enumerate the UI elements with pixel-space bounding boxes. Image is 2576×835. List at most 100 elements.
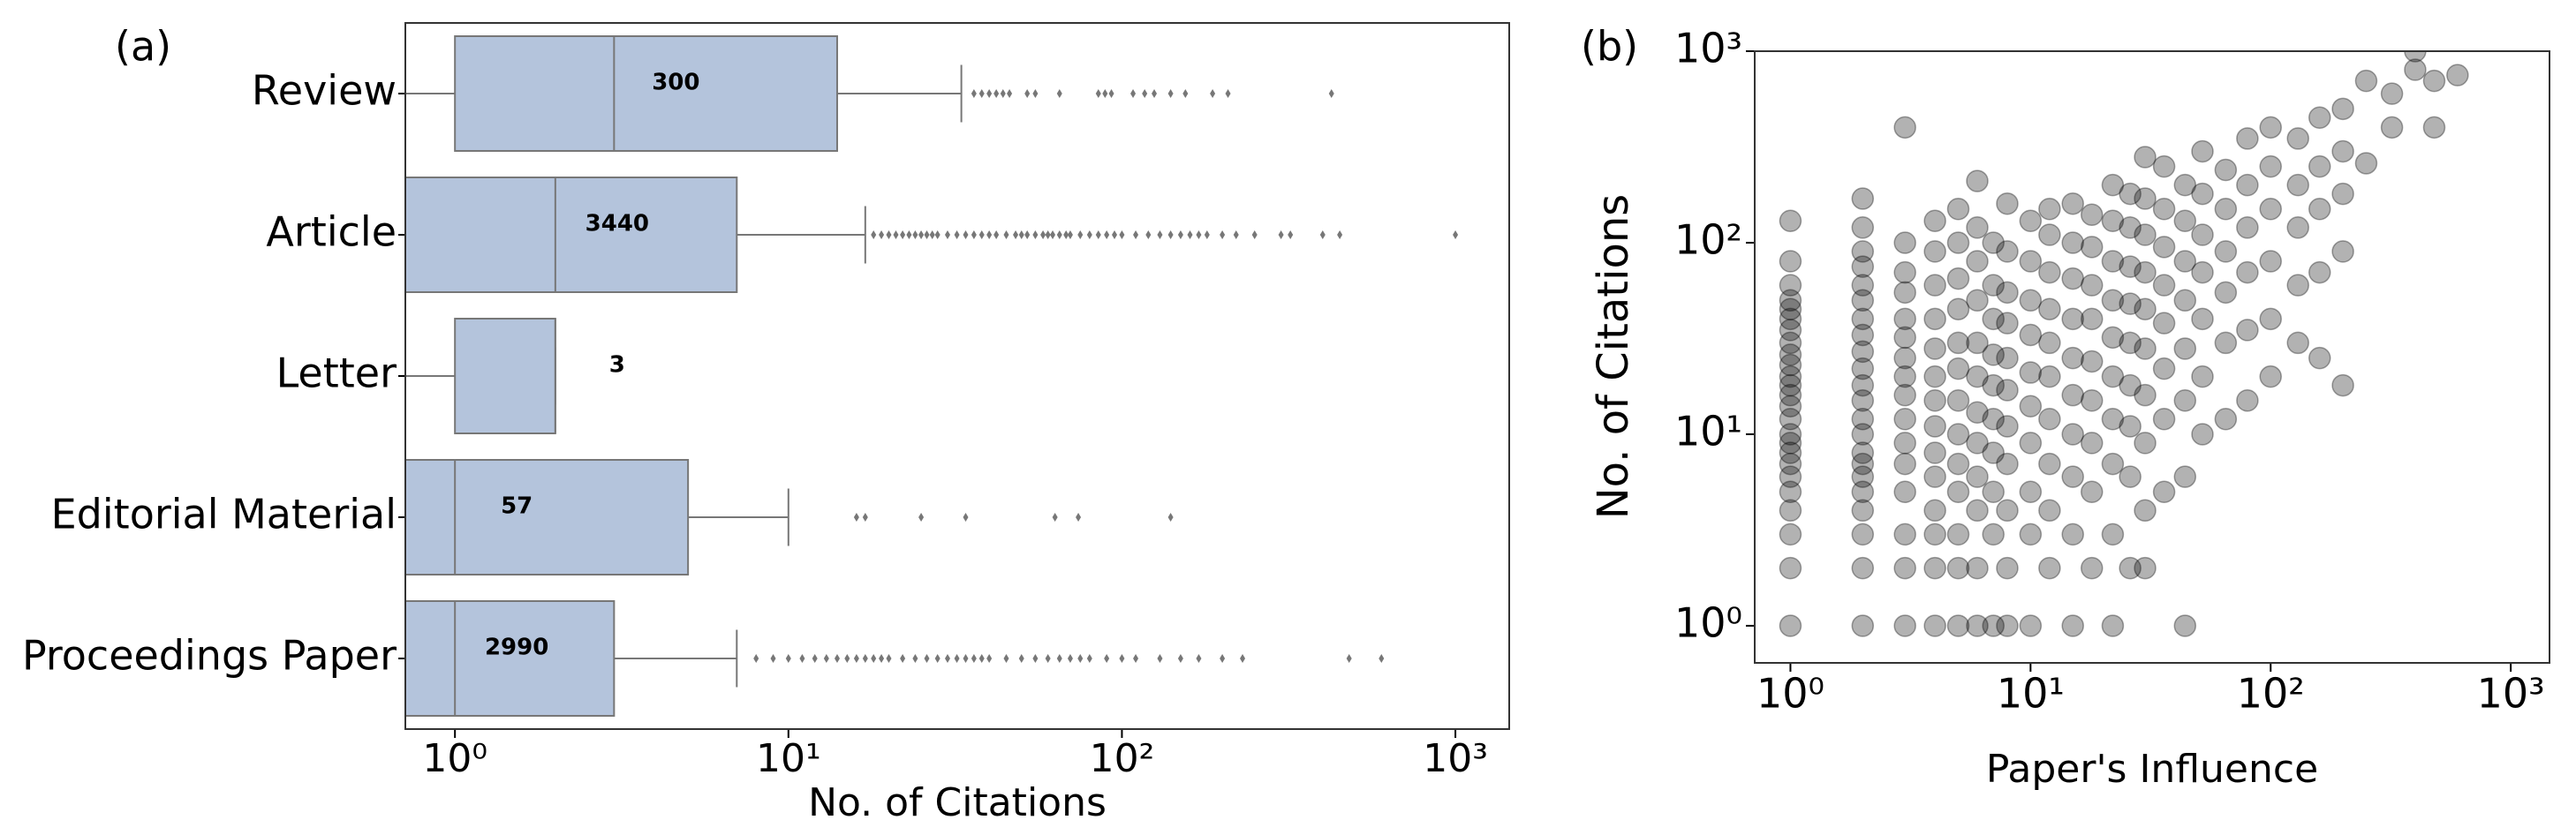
point	[2134, 187, 2157, 210]
outlier	[1453, 230, 1459, 239]
point	[2308, 198, 2331, 221]
point	[2019, 209, 2043, 233]
point	[1779, 319, 1802, 342]
axes-frame	[404, 22, 1510, 730]
point	[2331, 182, 2354, 206]
point	[2286, 274, 2309, 297]
outlier	[934, 654, 941, 663]
point	[1923, 240, 1946, 263]
point	[2019, 614, 2043, 637]
y-tick-label: Editorial Material	[51, 491, 397, 538]
point	[2101, 250, 2125, 273]
outlier	[963, 654, 969, 663]
outlier	[1319, 230, 1326, 239]
outlier	[886, 230, 892, 239]
point	[1966, 216, 1989, 239]
point	[1946, 452, 1970, 476]
point	[2236, 127, 2259, 150]
outlier	[912, 654, 918, 663]
outlier	[1045, 230, 1051, 239]
point	[2134, 337, 2157, 360]
outlier	[853, 654, 859, 663]
outlier	[871, 230, 877, 239]
point	[1966, 432, 1989, 455]
outlier	[971, 230, 977, 239]
point	[1779, 499, 1802, 523]
point	[1966, 614, 1989, 637]
point	[2119, 465, 2142, 488]
point	[2308, 154, 2331, 178]
point	[2080, 389, 2104, 412]
outlier	[1142, 89, 1148, 98]
outlier	[1056, 230, 1062, 239]
point	[2019, 480, 2043, 504]
point	[1779, 365, 1802, 388]
point	[1996, 281, 2019, 305]
point	[1966, 556, 1989, 580]
point	[2038, 223, 2061, 246]
outlier	[1007, 89, 1013, 98]
point	[2038, 452, 2061, 476]
outlier	[1220, 654, 1226, 663]
outlier	[1086, 654, 1092, 663]
outlier	[971, 89, 977, 98]
outlier	[1108, 89, 1114, 98]
point	[1779, 274, 1802, 297]
point	[1996, 192, 2019, 215]
outlier	[844, 654, 850, 663]
point	[2019, 250, 2043, 273]
outlier	[929, 230, 935, 239]
point	[2331, 139, 2354, 163]
point	[1923, 365, 1946, 388]
point	[2101, 209, 2125, 233]
outlier	[1130, 89, 1137, 98]
point	[1982, 480, 2005, 504]
outlier	[1077, 654, 1084, 663]
point	[1996, 240, 2019, 263]
point	[1779, 432, 1802, 455]
point	[1893, 523, 1916, 546]
point	[2446, 64, 2469, 87]
point	[2173, 209, 2197, 233]
point	[2152, 154, 2176, 178]
point	[1923, 523, 1946, 546]
point	[1851, 523, 1875, 546]
point	[1923, 209, 1946, 233]
point	[2134, 297, 2157, 320]
point	[1946, 297, 1970, 320]
point	[2101, 452, 2125, 476]
point	[2019, 361, 2043, 384]
point	[1851, 289, 1875, 312]
point	[2308, 346, 2331, 370]
point	[1893, 452, 1916, 476]
outlier	[1119, 230, 1125, 239]
outlier	[993, 230, 1000, 239]
y-tick-label: Article	[266, 208, 397, 256]
outlier	[986, 230, 993, 239]
point	[1851, 307, 1875, 331]
point	[1893, 116, 1916, 139]
plot-area-a	[405, 35, 1459, 717]
outlier	[1003, 654, 1009, 663]
plot-area-b	[1779, 51, 2469, 637]
point	[1893, 556, 1916, 580]
count-label: 3	[609, 352, 625, 379]
outlier	[1095, 89, 1101, 98]
outlier	[978, 654, 985, 663]
outlier	[1067, 230, 1073, 239]
point	[2236, 216, 2259, 239]
point	[1946, 614, 1970, 637]
point	[2152, 357, 2176, 380]
point	[1982, 274, 2005, 297]
point	[2061, 267, 2084, 290]
outlier	[1018, 230, 1024, 239]
point	[2308, 260, 2331, 284]
point	[2119, 216, 2142, 239]
outlier	[924, 654, 930, 663]
point	[2119, 331, 2142, 355]
point	[2038, 198, 2061, 221]
outlier	[1052, 513, 1058, 522]
point	[2152, 480, 2176, 504]
outlier	[1112, 230, 1118, 239]
point	[2214, 331, 2238, 355]
